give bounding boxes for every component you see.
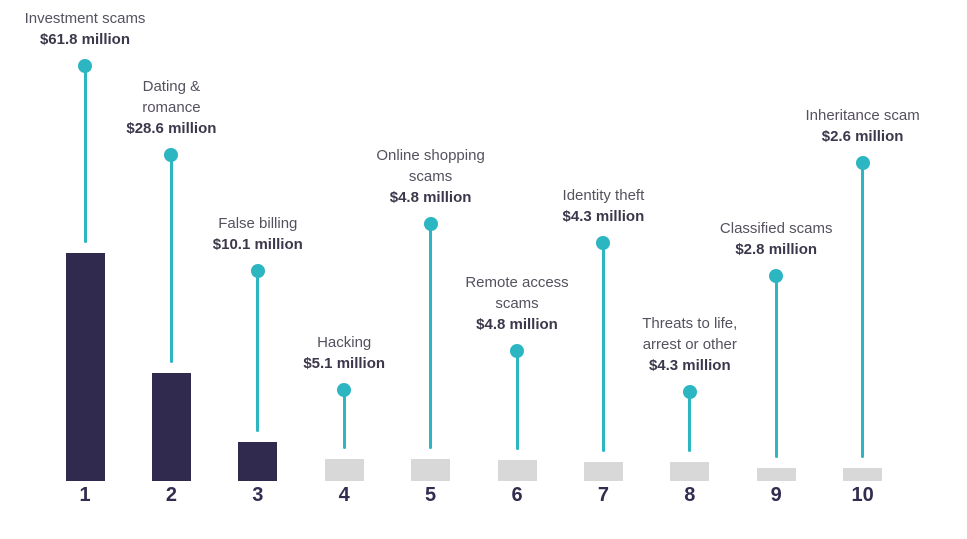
lollipop-dot — [78, 59, 92, 73]
category-amount: $28.6 million — [126, 120, 217, 137]
category-name-line: Investment scams — [24, 10, 146, 27]
bar — [756, 468, 796, 481]
category-label: Remote access scams $4.8 million — [427, 272, 607, 335]
lollipop-dot — [769, 269, 784, 283]
category-name-line: Hacking — [317, 334, 372, 351]
lollipop-dot — [337, 383, 352, 397]
category-label: Identity theft $4.3 million — [513, 185, 693, 227]
bar — [497, 460, 537, 481]
rank-label: 10 — [851, 484, 874, 506]
category-name-line: Inheritance scam — [805, 107, 920, 124]
lollipop-stick — [515, 351, 519, 450]
category-name-line: Online shopping — [376, 147, 485, 164]
rank-label: 4 — [338, 484, 350, 506]
category-label: Hacking $5.1 million — [254, 332, 434, 374]
category-label: Dating & romance $28.6 million — [81, 76, 261, 139]
rank-label: 9 — [770, 484, 782, 506]
rank-label: 8 — [684, 484, 696, 506]
category-label: Inheritance scam $2.6 million — [773, 105, 953, 147]
category-name-line: scams — [495, 295, 539, 312]
rank-label: 6 — [511, 484, 523, 506]
lollipop-dot — [682, 385, 697, 399]
lollipop-dot — [510, 344, 524, 358]
category-amount: $4.3 million — [648, 357, 731, 374]
lollipop-stick — [774, 276, 778, 458]
category-amount: $5.1 million — [303, 355, 386, 372]
rank-label: 2 — [165, 484, 177, 506]
category-amount: $61.8 million — [39, 31, 131, 48]
bar — [238, 442, 278, 481]
category-label: Threats to life, arrest or other $4.3 mill… — [600, 313, 780, 376]
category-name-line: False billing — [218, 215, 298, 232]
lollipop-stick — [342, 390, 346, 449]
lollipop-stick — [688, 392, 692, 452]
category-amount: $2.8 million — [735, 241, 818, 258]
category-label: Classified scams $2.8 million — [686, 218, 866, 260]
lollipop-dot — [423, 217, 438, 231]
category-label: Online shopping scams $4.8 million — [341, 145, 521, 208]
lollipop-stick — [169, 155, 173, 363]
category-name-line: Threats to life, — [642, 315, 738, 332]
rank-label: 7 — [597, 484, 609, 506]
bar — [324, 459, 364, 481]
category-amount: $4.8 million — [389, 189, 472, 206]
lollipop-stick — [83, 66, 87, 243]
category-label: False billing $10.1 million — [168, 213, 348, 255]
bar — [670, 462, 710, 481]
bar — [65, 253, 105, 481]
category-label: Investment scams $61.8 million — [0, 8, 175, 50]
lollipop-stick — [601, 243, 605, 452]
lollipop-stick — [861, 163, 865, 458]
lollipop-stick — [256, 271, 260, 432]
category-amount: $4.8 million — [476, 316, 558, 333]
category-name-line: romance — [142, 99, 201, 116]
rank-label: 3 — [252, 484, 264, 506]
lollipop-stick — [429, 224, 433, 449]
bar — [411, 459, 451, 481]
bar — [151, 373, 191, 481]
lollipop-dot — [250, 264, 265, 278]
category-name-line: Remote access — [465, 274, 569, 291]
rank-label: 5 — [425, 484, 437, 506]
category-name-line: Dating & — [142, 78, 201, 95]
category-name-line: arrest or other — [642, 336, 737, 353]
category-amount: $2.6 million — [821, 128, 904, 145]
lollipop-dot — [855, 156, 870, 170]
category-amount: $10.1 million — [212, 236, 303, 253]
bar — [843, 468, 883, 481]
lollipop-dot — [164, 148, 179, 162]
rank-label: 1 — [79, 484, 91, 506]
category-name-line: Identity theft — [562, 187, 645, 204]
category-name-line: scams — [408, 168, 453, 185]
category-amount: $4.3 million — [562, 208, 645, 225]
bar — [583, 462, 623, 481]
category-name-line: Classified scams — [719, 220, 833, 237]
lollipop-dot — [596, 236, 611, 250]
